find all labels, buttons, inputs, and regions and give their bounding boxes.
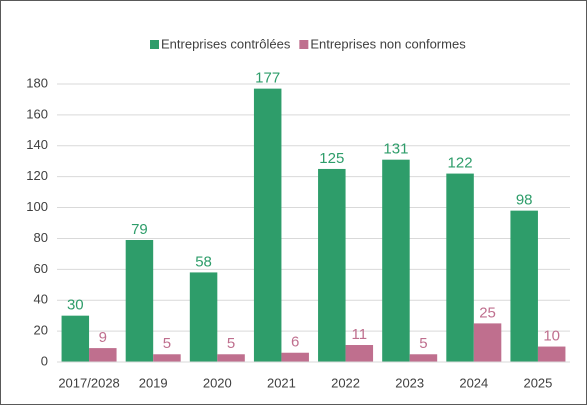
data-label: 177	[255, 70, 280, 87]
y-tick-label: 180	[26, 75, 48, 90]
bar	[318, 168, 346, 362]
y-tick-label: 120	[26, 168, 48, 183]
y-tick-label: 100	[26, 199, 48, 214]
data-label: 98	[516, 192, 533, 209]
data-label: 131	[383, 141, 408, 158]
legend-swatch	[299, 40, 309, 49]
data-label: 5	[163, 335, 171, 352]
x-tick-label: 2019	[139, 375, 168, 390]
data-label: 9	[99, 329, 107, 346]
y-tick-label: 40	[34, 292, 48, 307]
bar	[61, 315, 90, 362]
y-tick-label: 0	[41, 353, 48, 368]
bar	[281, 352, 309, 362]
data-label: 79	[131, 221, 148, 238]
bar	[89, 348, 117, 362]
bar	[446, 173, 474, 362]
data-label: 5	[419, 335, 427, 352]
bar	[253, 88, 282, 362]
data-label: 30	[67, 297, 84, 314]
bar	[153, 354, 181, 362]
legend-label: Entreprises non conformes	[310, 36, 466, 51]
bar	[382, 159, 410, 362]
y-tick-label: 160	[26, 106, 48, 121]
y-tick-label: 20	[34, 323, 48, 338]
bar	[409, 354, 438, 362]
x-tick-label: 2024	[459, 375, 488, 390]
bar	[537, 346, 566, 362]
bar	[345, 345, 374, 362]
x-tick-label: 2017/2028	[58, 375, 119, 390]
y-tick-label: 140	[26, 137, 48, 152]
data-label: 10	[543, 328, 560, 345]
x-tick-label: 2025	[523, 375, 552, 390]
data-label: 122	[448, 155, 473, 172]
data-label: 11	[352, 326, 368, 343]
y-tick-label: 60	[34, 261, 48, 276]
x-tick-label: 2022	[331, 375, 360, 390]
bar	[189, 272, 218, 362]
legend-label: Entreprises contrôlées	[161, 36, 291, 51]
bar	[125, 239, 154, 362]
x-tick-label: 2021	[267, 375, 296, 390]
bar	[473, 323, 502, 362]
x-tick-label: 2023	[395, 375, 424, 390]
data-label: 58	[195, 253, 212, 270]
data-label: 25	[479, 304, 496, 321]
data-label: 125	[319, 150, 344, 167]
bar	[217, 354, 245, 362]
data-label: 6	[291, 334, 299, 351]
data-label: 5	[227, 335, 235, 352]
y-tick-label: 80	[34, 230, 48, 245]
legend-swatch	[150, 40, 159, 49]
x-tick-label: 2020	[203, 375, 232, 390]
bar	[510, 210, 538, 362]
